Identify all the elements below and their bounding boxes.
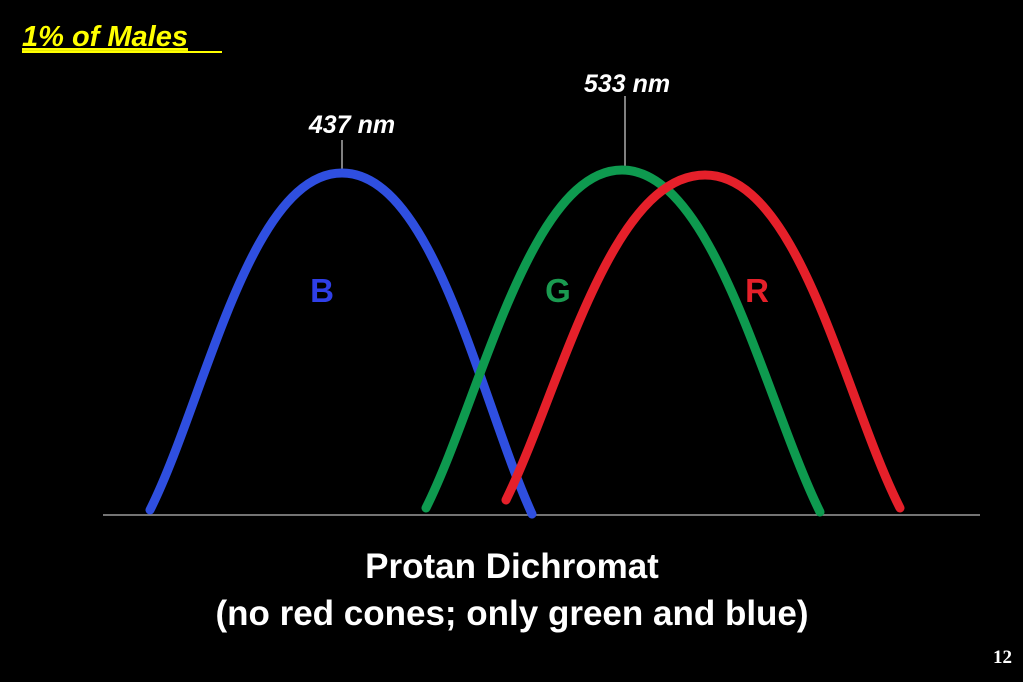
caption-line: Protan Dichromat bbox=[365, 547, 659, 586]
peak-label: 533 nm bbox=[584, 70, 670, 98]
curve-label: G bbox=[545, 272, 571, 309]
page-number: 12 bbox=[993, 647, 1012, 668]
curve-label: B bbox=[310, 272, 334, 309]
curve-label: R bbox=[745, 272, 769, 309]
caption-line: (no red cones; only green and blue) bbox=[215, 594, 808, 633]
red-cone-curve bbox=[501, 170, 905, 513]
slide-title: 1% of Males bbox=[22, 21, 188, 53]
green-cone-curve bbox=[421, 165, 825, 517]
peak-label: 437 nm bbox=[308, 111, 395, 139]
blue-cone-curve bbox=[145, 168, 537, 519]
